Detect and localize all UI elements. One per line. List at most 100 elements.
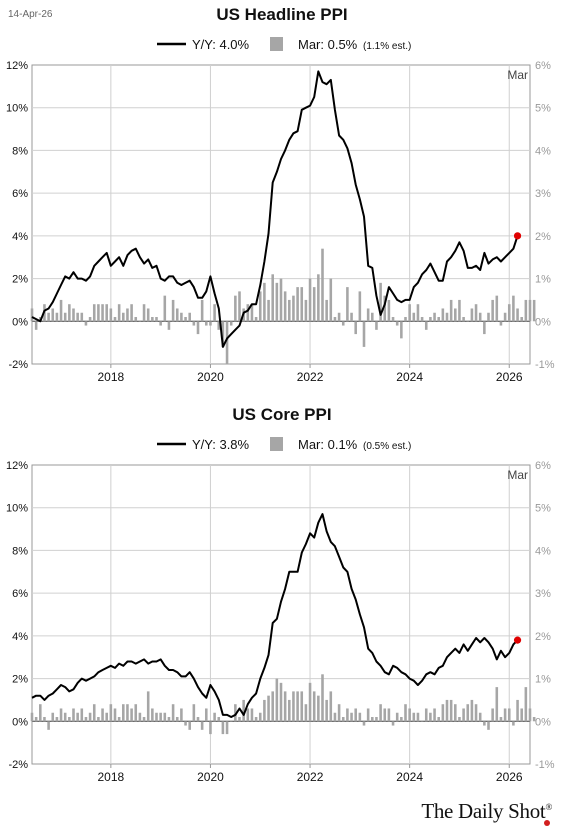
mm-bar [250, 304, 254, 322]
right-tick-label: 0% [535, 716, 551, 728]
mm-bar [441, 308, 445, 322]
mm-bar [275, 678, 279, 722]
mm-bar [155, 317, 158, 322]
mm-bar [296, 287, 299, 322]
mm-bar [358, 291, 362, 322]
mm-bar [80, 708, 84, 722]
mm-bar [30, 712, 34, 722]
mm-bar [126, 308, 129, 322]
latest-point-marker [513, 232, 522, 240]
right-tick-label: 6% [535, 60, 551, 72]
mm-bar [271, 691, 274, 722]
mm-bar [146, 308, 150, 322]
mm-bar [138, 712, 142, 722]
left-tick-label: 10% [6, 503, 28, 515]
mm-bar [234, 704, 237, 722]
mm-bar [30, 308, 34, 322]
mm-bar [267, 299, 270, 322]
mm-bar [516, 699, 519, 722]
mm-bar [180, 708, 183, 722]
mm-bar [76, 312, 79, 322]
mm-bar [520, 317, 523, 322]
mm-bar [271, 274, 274, 322]
right-tick-label: -1% [535, 359, 555, 371]
x-tick-label: 2022 [297, 370, 324, 384]
mm-bar [163, 712, 167, 722]
mm-bar [362, 721, 366, 726]
mm-bar [258, 291, 262, 322]
mm-bar [371, 717, 374, 722]
mm-bar [329, 278, 333, 322]
mm-bar [47, 312, 50, 322]
mm-bar [63, 312, 67, 322]
mm-bar [184, 317, 187, 322]
mm-bar [113, 708, 117, 722]
mm-bar [196, 717, 200, 722]
mm-bar [362, 321, 366, 347]
mm-bar [528, 708, 532, 722]
mm-bar [196, 321, 200, 335]
mm-bar [109, 308, 113, 322]
mm-bar [354, 321, 357, 335]
right-tick-label: 2% [535, 231, 551, 243]
mm-bar [499, 717, 503, 722]
mm-bar [167, 717, 171, 722]
mm-bar [105, 304, 108, 322]
left-tick-label: 4% [12, 631, 28, 643]
mm-bar [130, 304, 133, 322]
right-tick-label: 1% [535, 274, 551, 286]
mm-bar [188, 312, 191, 322]
mm-bar [126, 704, 129, 722]
x-tick-label: 2018 [97, 770, 124, 784]
mm-bar [213, 304, 216, 322]
legend-bar-label: Mar: 0.5% [298, 37, 358, 52]
mm-bar [466, 321, 470, 322]
mm-bar [130, 708, 133, 722]
yoy-line [31, 513, 519, 718]
legend-bar-note: (1.1% est.) [363, 41, 411, 52]
mm-bar [122, 704, 125, 722]
mm-bar [420, 317, 424, 322]
legend-bar-note: (0.5% est.) [363, 441, 411, 452]
mm-bar [487, 721, 490, 730]
left-tick-label: -2% [8, 359, 28, 371]
mm-bar [205, 708, 208, 722]
corner-month-label: Mar [507, 68, 528, 82]
right-tick-label: 4% [535, 145, 551, 157]
mm-bar [122, 312, 125, 322]
mm-bar [88, 317, 92, 322]
mm-bar [462, 708, 465, 722]
mm-bar [221, 721, 225, 735]
mm-bar [68, 304, 71, 322]
right-tick-label: 2% [535, 631, 551, 643]
chart-title-headline: US Headline PPI [216, 5, 348, 24]
legend-line-label: Y/Y: 3.8% [192, 437, 250, 452]
mm-bar [217, 717, 221, 722]
mm-bar [101, 304, 104, 322]
mm-bar [151, 708, 154, 722]
mm-bar [43, 717, 46, 722]
mm-bar [308, 682, 312, 722]
mm-bar [92, 304, 96, 322]
mm-bar [454, 308, 457, 322]
mm-bar [449, 699, 453, 722]
report-date: 14-Apr-26 [8, 9, 53, 20]
mm-bar [429, 317, 432, 322]
mm-bar [358, 712, 362, 722]
mm-bar [491, 708, 494, 722]
mm-bar [292, 295, 295, 322]
mm-bar [97, 717, 100, 722]
right-tick-label: 3% [535, 188, 551, 200]
mm-bar [292, 691, 295, 722]
mm-bar [503, 312, 507, 322]
mm-bar [366, 708, 370, 722]
mm-bar [200, 721, 204, 730]
mm-bar [346, 708, 349, 722]
mm-bar [524, 687, 528, 722]
mm-bar [379, 282, 382, 322]
mm-bar [524, 299, 528, 322]
left-tick-label: 12% [6, 460, 28, 472]
mm-bar [234, 295, 237, 322]
mm-bar [72, 708, 75, 722]
